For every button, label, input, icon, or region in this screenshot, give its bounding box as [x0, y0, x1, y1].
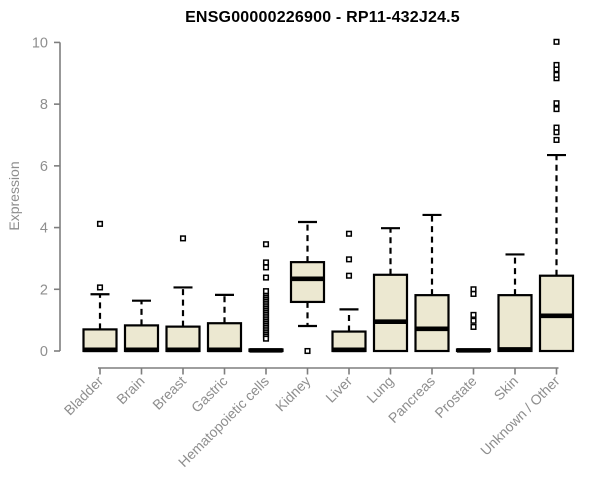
- y-tick-label: 10: [32, 35, 48, 51]
- x-tick-label: Brain: [113, 373, 147, 407]
- outlier-point-liver: [345, 256, 353, 263]
- outlier-point-hematopoietic-cells: [262, 241, 270, 248]
- outlier-point-unknown-other: [553, 71, 560, 78]
- outlier-point-unknown-other: [553, 61, 560, 69]
- outlier-point-hematopoietic-cells: [262, 274, 270, 281]
- outlier-point-hematopoietic-cells: [262, 335, 270, 342]
- outlier-point-breast: [179, 235, 187, 242]
- box-lung: [372, 273, 409, 353]
- outlier-point-prostate: [470, 317, 477, 324]
- y-tick-label: 6: [40, 159, 48, 175]
- box-pancreas: [414, 294, 450, 353]
- y-tick-label: 8: [40, 97, 48, 113]
- x-tick-label: Bladder: [61, 373, 107, 419]
- chart-title: ENSG00000226900 - RP11-432J24.5: [185, 9, 460, 26]
- outlier-point-unknown-other: [553, 100, 560, 107]
- outlier-point-liver: [345, 230, 353, 237]
- outlier-point-unknown-other: [553, 106, 560, 113]
- outlier-point-prostate: [470, 311, 477, 318]
- outlier-point-bladder: [96, 220, 104, 227]
- x-tick-label: Unknown / Other: [477, 373, 563, 459]
- box-skin: [497, 294, 533, 353]
- box-unknown-other: [538, 274, 575, 353]
- x-tick-label: Kidney: [272, 373, 314, 415]
- x-tick-label: Liver: [322, 373, 355, 406]
- x-tick-label: Skin: [491, 373, 522, 404]
- x-tick-label: Lung: [363, 373, 396, 406]
- y-tick-label: 4: [40, 221, 48, 237]
- box-breast: [165, 325, 201, 353]
- outlier-point-unknown-other: [553, 124, 560, 131]
- y-tick-label: 2: [40, 282, 48, 298]
- outlier-point-hematopoietic-cells: [262, 259, 270, 266]
- box-brain: [123, 324, 160, 353]
- box-kidney: [289, 261, 326, 304]
- box-gastric: [206, 322, 243, 353]
- outlier-point-prostate: [470, 290, 477, 297]
- outlier-point-unknown-other: [553, 136, 560, 143]
- y-tick-label: 0: [40, 344, 48, 360]
- x-tick-label: Breast: [149, 373, 189, 413]
- outlier-point-prostate: [470, 323, 477, 330]
- x-tick-label: Prostate: [431, 373, 479, 421]
- outlier-point-hematopoietic-cells: [262, 288, 270, 295]
- outlier-point-hematopoietic-cells: [262, 264, 270, 271]
- outlier-point-unknown-other: [553, 38, 560, 45]
- outlier-point-liver: [345, 272, 353, 279]
- outlier-point-kidney: [304, 347, 311, 355]
- outlier-point-bladder: [96, 284, 104, 291]
